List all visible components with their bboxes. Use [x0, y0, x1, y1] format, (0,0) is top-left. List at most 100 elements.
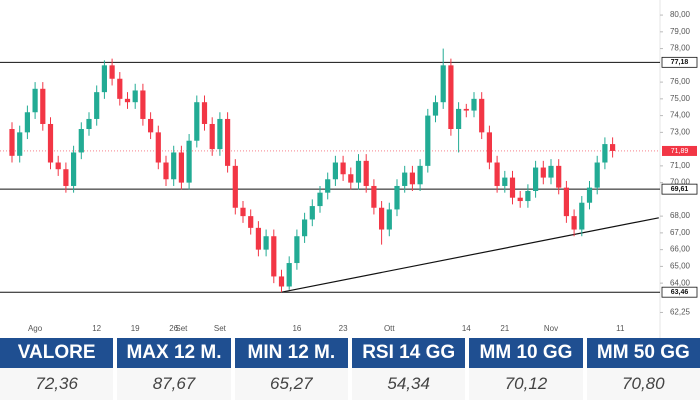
candle-body	[509, 177, 516, 198]
stats-table: VALORE MAX 12 M. MIN 12 M. RSI 14 GG MM 10 G…	[0, 338, 700, 400]
level-label-box	[661, 183, 698, 195]
x-tick-label: 23	[339, 324, 348, 333]
x-tick-label: 21	[500, 324, 509, 333]
candle-body	[32, 88, 38, 113]
candle-body	[194, 102, 200, 141]
candle-body	[602, 144, 608, 163]
candle-body	[610, 144, 616, 151]
candle-body	[117, 78, 123, 99]
candle-body	[556, 165, 562, 188]
candle-body	[109, 65, 115, 79]
candle-body	[201, 102, 208, 124]
candle-body	[255, 227, 261, 250]
candle-body	[94, 92, 100, 119]
candle-body	[594, 162, 600, 188]
candle-body	[248, 216, 254, 228]
candle-body	[563, 187, 569, 217]
x-tick-label: 14	[462, 324, 471, 333]
header-cell: MM 50 GG	[586, 338, 700, 368]
candle-body	[533, 167, 539, 191]
candle-body	[78, 129, 84, 153]
candle-body	[271, 236, 277, 277]
y-tick-label: 73,00	[670, 127, 691, 136]
candle-body	[217, 118, 223, 150]
candle-body	[178, 152, 184, 183]
candle-body	[86, 118, 92, 130]
x-tick-label: 12	[92, 324, 101, 333]
value-cell: 70,12	[469, 368, 583, 400]
header-cell: VALORE	[0, 338, 114, 368]
y-tick-label: 71,00	[670, 161, 691, 170]
y-tick-label: 75,00	[670, 94, 691, 103]
trendline	[281, 217, 659, 293]
candle-body	[471, 98, 477, 111]
candle-body	[371, 185, 377, 208]
chart: 80,00 79,00 78,00 76,00 75,00 74,00 73,00 71,00…	[0, 0, 698, 338]
candle-body	[525, 190, 531, 202]
candle-body	[479, 98, 485, 133]
header-cell: RSI 14 GG	[352, 338, 466, 368]
y-tick-label: 62,25	[670, 308, 691, 317]
candle-body	[171, 152, 177, 180]
y-tick-label: 70,00	[670, 178, 691, 187]
candle-body	[232, 165, 238, 208]
level-label-box	[661, 286, 698, 298]
y-tick-label: 79,00	[670, 27, 691, 36]
candle-body	[240, 207, 246, 217]
candle-body	[363, 160, 369, 186]
y-tick-label: 76,00	[670, 77, 691, 86]
candle-body	[432, 102, 439, 116]
candle-body	[40, 88, 46, 124]
candle-body	[586, 187, 593, 203]
candle-body	[325, 179, 331, 193]
candle-body	[440, 65, 446, 103]
level-label: 69,61	[671, 186, 689, 193]
candle-body	[9, 129, 15, 156]
candle-body	[309, 206, 315, 220]
candle-body	[163, 162, 169, 180]
header-cell: MIN 12 M.	[234, 338, 348, 368]
x-tick-label: Ago	[28, 324, 43, 333]
candle-body	[394, 185, 400, 210]
x-tick-label: 11	[616, 324, 625, 333]
value-cell: 72,36	[0, 368, 114, 400]
candle-body	[286, 263, 292, 287]
y-tick-label: 74,00	[670, 111, 691, 120]
candle-body	[155, 132, 161, 163]
y-tick-label: 68,00	[670, 211, 691, 220]
x-tick-label: Ott	[384, 324, 395, 333]
candle-body	[302, 219, 308, 237]
candle-body	[124, 98, 131, 103]
candle-body	[186, 140, 192, 183]
candle-body	[417, 165, 423, 185]
last-price-box	[662, 145, 697, 156]
value-cell: 70,80	[586, 368, 700, 400]
candle-body	[409, 172, 415, 185]
candle-body	[355, 160, 362, 183]
candle-body	[24, 112, 30, 133]
candle-body	[55, 162, 61, 170]
level-label: 63,46	[671, 289, 689, 296]
x-tick-label: 19	[131, 324, 140, 333]
candle-body	[425, 115, 431, 166]
candle-body	[540, 167, 546, 178]
y-tick-label: 80,00	[670, 10, 691, 19]
candle-body	[71, 152, 77, 186]
y-tick-label: 66,00	[670, 245, 691, 254]
x-tick-label: Set	[214, 324, 227, 333]
x-tick-label: 26	[169, 324, 178, 333]
candle-body	[402, 172, 408, 186]
candle-body	[209, 123, 215, 150]
candle-body	[463, 108, 469, 111]
candle-body	[140, 90, 146, 119]
value-cell: 87,67	[117, 368, 231, 400]
candle-body	[379, 207, 385, 230]
header-cell: MM 10 GG	[469, 338, 583, 368]
candle-body	[517, 197, 523, 202]
candle-body	[225, 118, 231, 166]
candle-body	[17, 132, 23, 156]
candle-body	[101, 65, 107, 93]
candle-body	[278, 276, 285, 287]
value-cell: 65,27	[234, 368, 348, 400]
header-cell: MAX 12 M.	[117, 338, 231, 368]
